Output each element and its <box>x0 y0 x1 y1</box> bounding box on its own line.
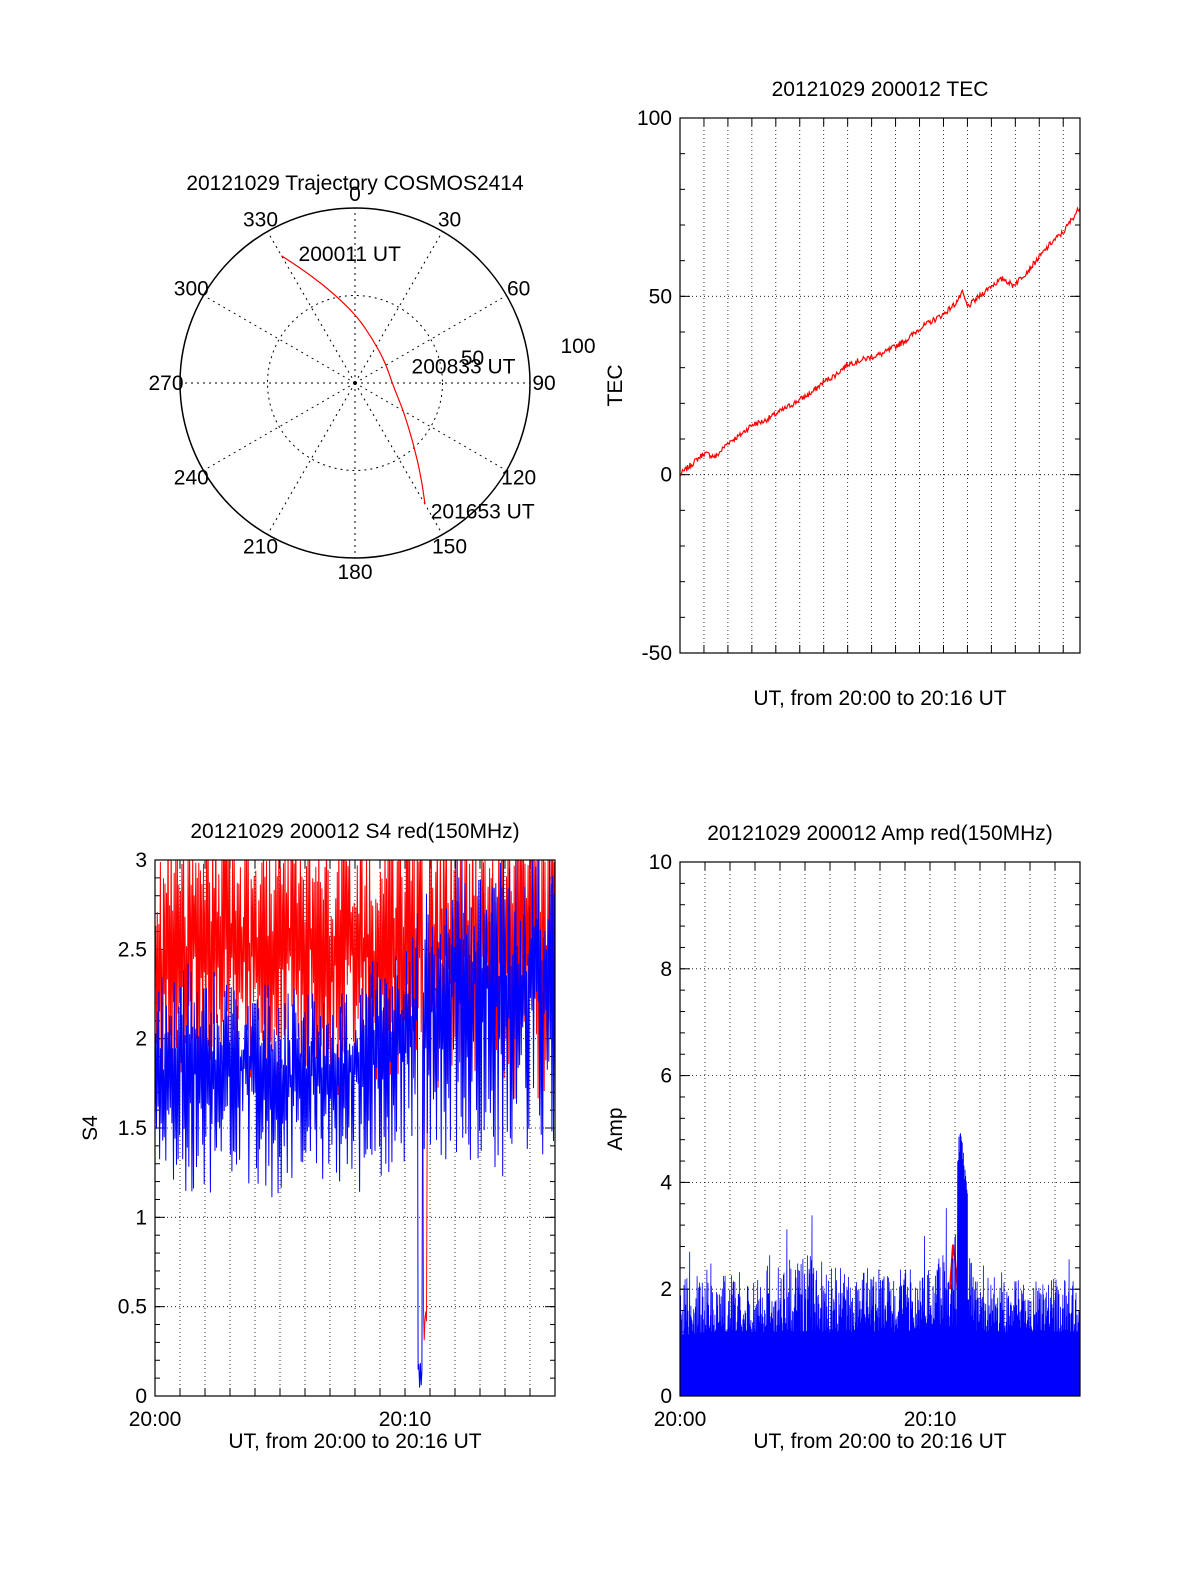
tec-series-line <box>679 206 1081 477</box>
polar-angle-label-180: 180 <box>337 561 372 584</box>
amp-ytick-label: 0 <box>660 1385 672 1408</box>
polar-angle-label-240: 240 <box>174 467 209 490</box>
polar-angle-label-0: 0 <box>349 183 361 206</box>
polar-annotation-2: 201653 UT <box>431 501 535 524</box>
amp-ylabel: Amp <box>604 1107 627 1150</box>
polar-radius-label-100: 100 <box>560 335 595 358</box>
tec-ylabel: TEC <box>604 365 627 407</box>
tec-title: 20121029 200012 TEC <box>772 78 989 101</box>
s4-title: 20121029 200012 S4 red(150MHz) <box>190 820 519 843</box>
s4-series-blue <box>155 860 555 1388</box>
s4-ytick-label: 1.5 <box>118 1117 147 1140</box>
amp-ytick-label: 8 <box>660 958 672 981</box>
amp-xtick-label: 20:00 <box>654 1408 707 1431</box>
polar-spoke-30 <box>354 231 443 384</box>
polar-angle-label-270: 270 <box>148 372 183 395</box>
s4-chart: 20121029 200012 S4 red(150MHz) UT, from 2… <box>79 820 556 1453</box>
polar-spoke-300 <box>203 295 356 384</box>
amp-ytick-label: 6 <box>660 1065 672 1088</box>
polar-annotation-1: 200833 UT <box>412 356 516 379</box>
s4-plot-border <box>154 859 556 1397</box>
amp-xlabel: UT, from 20:00 to 20:16 UT <box>753 1430 1006 1453</box>
polar-angle-label-150: 150 <box>432 536 467 559</box>
amp-ytick-label: 4 <box>660 1171 672 1194</box>
polar-angle-label-210: 210 <box>243 536 278 559</box>
polar-spoke-120 <box>354 382 507 471</box>
polar-angle-label-330: 330 <box>243 208 278 231</box>
polar-spoke-150 <box>354 382 443 535</box>
s4-ytick-label: 0.5 <box>118 1296 147 1319</box>
amp-series-blue <box>679 1133 1081 1397</box>
tec-ytick-label: 0 <box>660 464 672 487</box>
tec-ytick-label: 50 <box>649 285 672 308</box>
s4-ytick-label: 1 <box>135 1206 147 1229</box>
tec-ytick-label: -50 <box>642 642 672 665</box>
amp-ytick-label: 2 <box>660 1278 672 1301</box>
s4-xtick-label: 20:00 <box>129 1408 182 1431</box>
polar-annotation-0: 200011 UT <box>299 243 402 266</box>
s4-ytick-label: 2.5 <box>118 938 147 961</box>
polar-angle-label-30: 30 <box>438 208 461 231</box>
amp-plot-border <box>679 861 1081 1397</box>
amp-xtick-label: 20:10 <box>904 1408 957 1431</box>
polar-spoke-60 <box>354 295 507 384</box>
s4-xtick-label: 20:10 <box>379 1408 432 1431</box>
tec-plot-border <box>679 117 1081 654</box>
s4-ytick-label: 2 <box>135 1028 147 1051</box>
s4-ytick-label: 3 <box>135 849 147 872</box>
tec-xlabel: UT, from 20:00 to 20:16 UT <box>753 687 1006 710</box>
polar-spoke-210 <box>267 382 356 535</box>
polar-angle-label-90: 90 <box>532 372 555 395</box>
polar-angle-label-120: 120 <box>501 467 536 490</box>
polar-ring-50 <box>267 295 443 471</box>
amp-title: 20121029 200012 Amp red(150MHz) <box>707 822 1053 845</box>
polar-radius-label-50: 50 <box>461 347 484 370</box>
tec-chart: 20121029 200012 TEC UT, from 20:00 to 20:… <box>604 78 1081 710</box>
amp-chart: 20121029 200012 Amp red(150MHz) UT, from … <box>604 822 1081 1453</box>
tec-ytick-label: 100 <box>637 107 672 130</box>
polar-title: 20121029 Trajectory COSMOS2414 <box>186 172 524 195</box>
s4-ytick-label: 0 <box>135 1385 147 1408</box>
polar-trajectory-line <box>281 255 426 505</box>
amp-ytick-label: 10 <box>649 851 672 874</box>
s4-ylabel: S4 <box>79 1115 102 1141</box>
amp-series-red <box>949 1244 959 1290</box>
polar-angle-label-300: 300 <box>174 278 209 301</box>
polar-spoke-240 <box>203 382 356 471</box>
polar-angle-label-60: 60 <box>507 278 530 301</box>
s4-xlabel: UT, from 20:00 to 20:16 UT <box>228 1430 481 1453</box>
